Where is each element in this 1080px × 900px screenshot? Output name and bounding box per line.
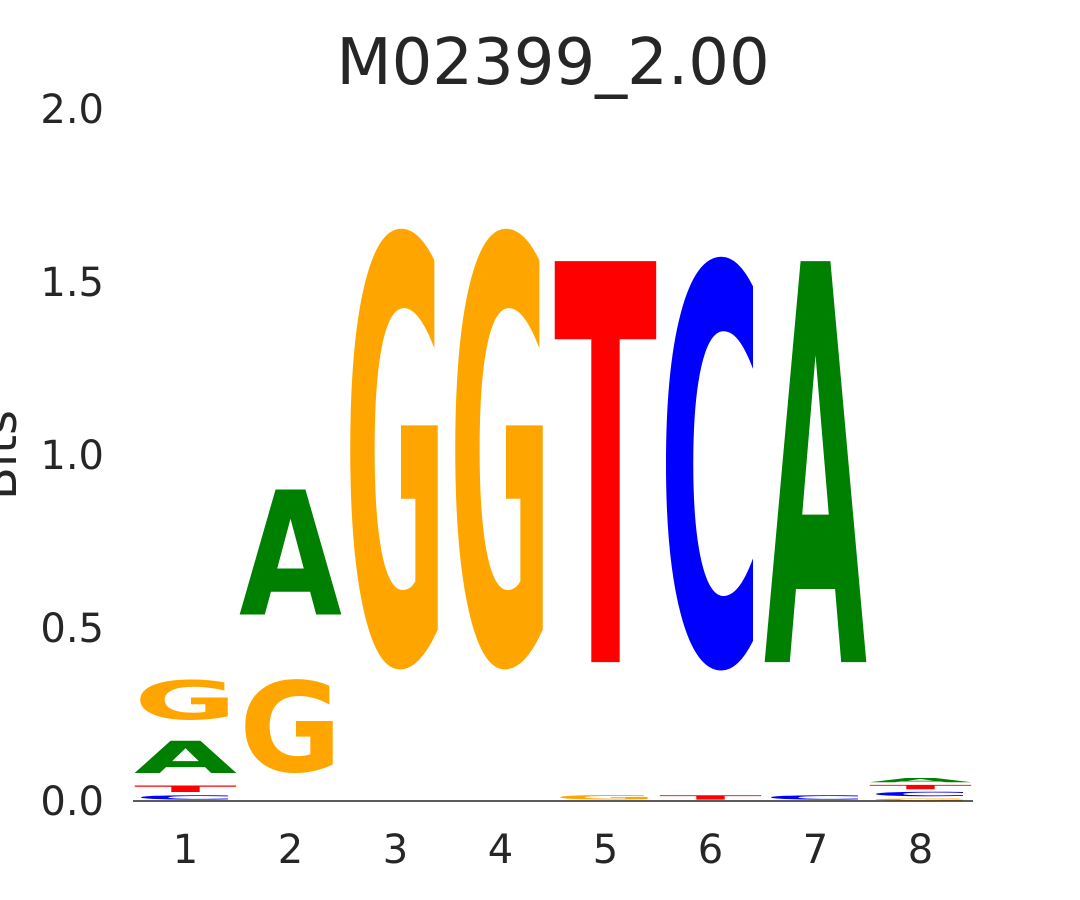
- y-tick-label: 0.5: [40, 606, 104, 652]
- x-axis-ticks: 1 2 3 4 5 6 7 8: [173, 827, 933, 873]
- y-axis-label: Bits: [0, 410, 28, 500]
- logo-letter-c: C: [134, 794, 237, 801]
- logo-letter-c: C: [659, 156, 762, 793]
- x-tick-label: 2: [278, 827, 303, 873]
- logo-letter-g: G: [449, 122, 552, 799]
- logo-letter-t: T: [869, 784, 972, 791]
- logo-letter-g: G: [344, 122, 447, 799]
- logo-letter-g: G: [869, 798, 972, 801]
- y-tick-label: 1.0: [40, 433, 104, 479]
- y-tick-label: 2.0: [40, 87, 104, 133]
- logo-letter-t: T: [134, 784, 237, 794]
- y-tick-label: 0.0: [40, 779, 104, 825]
- y-tick-label: 1.5: [40, 260, 104, 306]
- logo-letter-a: A: [869, 777, 972, 784]
- x-tick-label: 6: [698, 827, 723, 873]
- logo-letter-a: A: [134, 732, 237, 783]
- x-tick-label: 3: [383, 827, 408, 873]
- logo-letter-g: G: [554, 794, 657, 801]
- logo-letter-a: A: [764, 153, 868, 792]
- x-tick-label: 1: [173, 827, 198, 873]
- x-tick-label: 5: [593, 827, 618, 873]
- logo-letter-t: T: [659, 794, 762, 801]
- logo-letter-g: G: [134, 670, 237, 732]
- logo-letter-g: G: [239, 657, 342, 801]
- logo-letter-c: C: [869, 791, 972, 798]
- x-tick-label: 4: [488, 827, 513, 873]
- x-tick-label: 7: [803, 827, 828, 873]
- y-axis-ticks: 0.0 0.5 1.0 1.5 2.0: [40, 87, 104, 825]
- logo-letter-a: A: [239, 457, 342, 656]
- chart-title: M02399_2.00: [336, 26, 769, 100]
- x-tick-label: 8: [908, 827, 933, 873]
- logo-letter-c: C: [764, 794, 867, 801]
- logo-letter-t: T: [554, 153, 658, 793]
